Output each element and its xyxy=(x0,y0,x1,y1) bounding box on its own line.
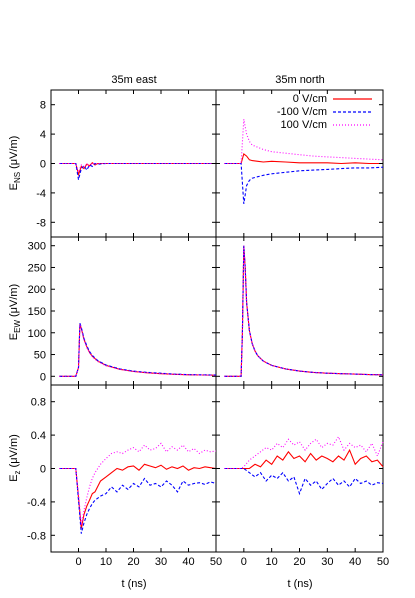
y-axis-label-ns-unit: (μV/m) xyxy=(8,136,20,169)
x-tick-label: 50 xyxy=(377,556,389,568)
x-tick-label: 10 xyxy=(266,556,278,568)
series-line-0-0-2 xyxy=(59,162,216,174)
y-tick-label: -8 xyxy=(36,217,46,229)
panel-frame-1-0 xyxy=(50,236,217,386)
legend: 0 V/cm -100 V/cm 100 V/cm xyxy=(277,93,372,131)
svg-text:ENS(μV/m): ENS (μV/m) xyxy=(8,136,22,191)
x-tick-label: 10 xyxy=(100,556,112,568)
y-axis-label-ew-main: E xyxy=(8,333,20,340)
y-tick-label: 0.8 xyxy=(31,397,46,409)
y-tick-label: -0.4 xyxy=(27,497,46,509)
series-line-0-1-2 xyxy=(224,119,384,165)
series-line-0-0-0 xyxy=(59,162,216,177)
x-tick-label: 0 xyxy=(75,556,81,568)
y-tick-label: 8 xyxy=(40,100,46,112)
y-tick-label: 0 xyxy=(40,464,46,476)
y-tick-label: 200 xyxy=(28,284,46,296)
series-line-2-0-1 xyxy=(59,467,217,534)
series-line-0-1-0 xyxy=(224,152,383,165)
x-tick-label: 50 xyxy=(210,556,222,568)
legend-label-1: -100 V/cm xyxy=(277,106,327,118)
y-tick-label: 4 xyxy=(40,129,46,141)
y-axis-label-ew: EEW (μV/m) xyxy=(8,284,22,340)
x-tick-label: 0 xyxy=(241,556,247,568)
y-axis-label-ns: ENS (μV/m) xyxy=(8,136,22,191)
series-line-2-1-0 xyxy=(224,448,384,470)
x-tick-label: 30 xyxy=(321,556,333,568)
column-title-north: 35m north xyxy=(275,74,325,86)
y-tick-label: -4 xyxy=(36,188,46,200)
series-line-2-1-2 xyxy=(224,435,384,470)
column-title-east: 35m east xyxy=(111,74,156,86)
x-axis-label-left: t (ns) xyxy=(121,578,146,590)
x-axis-label-right: t (ns) xyxy=(287,578,312,590)
y-axis-label-z-main: E xyxy=(8,474,20,481)
svg-text:EEW(μV/m): EEW (μV/m) xyxy=(8,284,22,340)
y-tick-label: 0 xyxy=(40,159,46,171)
x-tick-label: 30 xyxy=(155,556,167,568)
y-tick-label: 50 xyxy=(34,350,46,362)
y-tick-label: 0 xyxy=(40,371,46,383)
legend-label-0: 0 V/cm xyxy=(293,93,327,105)
series-line-2-1-1 xyxy=(224,467,384,496)
y-tick-label: 0.4 xyxy=(31,430,46,442)
x-tick-label: 20 xyxy=(127,556,139,568)
panel-frames xyxy=(50,89,384,553)
y-axis-label-z: Ez (μV/m) xyxy=(8,434,22,482)
series-line-2-0-2 xyxy=(59,442,217,526)
series-line-1-0-0 xyxy=(59,323,217,377)
series-line-1-1-0 xyxy=(224,245,384,377)
y-tick-label: 300 xyxy=(28,241,46,253)
y-axis-label-ew-sub: EW xyxy=(13,320,22,333)
y-tick-label: 250 xyxy=(28,262,46,274)
series-line-0-1-1 xyxy=(224,162,384,204)
tick-layer: -8-4048050100150200250300-0.8-0.400.40.8… xyxy=(27,90,389,568)
y-axis-label-z-sub: z xyxy=(13,470,22,474)
series-layer xyxy=(59,119,384,534)
svg-text:Ez(μV/m): Ez (μV/m) xyxy=(8,434,22,482)
y-axis-label-ns-main: E xyxy=(8,183,20,190)
y-tick-label: 100 xyxy=(28,328,46,340)
legend-label-2: 100 V/cm xyxy=(281,119,327,131)
y-axis-label-z-unit: (μV/m) xyxy=(8,434,20,467)
y-axis-label-ns-sub: NS xyxy=(13,172,22,183)
series-line-1-1-2 xyxy=(224,245,384,377)
x-tick-label: 40 xyxy=(349,556,361,568)
series-line-2-0-0 xyxy=(59,463,217,529)
y-tick-label: 150 xyxy=(28,306,46,318)
y-axis-label-ew-unit: (μV/m) xyxy=(8,284,20,317)
series-line-0-0-1 xyxy=(59,162,216,180)
x-tick-label: 40 xyxy=(182,556,194,568)
x-tick-label: 20 xyxy=(293,556,305,568)
series-line-1-1-1 xyxy=(224,245,384,377)
y-tick-label: -0.8 xyxy=(27,530,46,542)
series-line-1-0-1 xyxy=(59,323,217,377)
